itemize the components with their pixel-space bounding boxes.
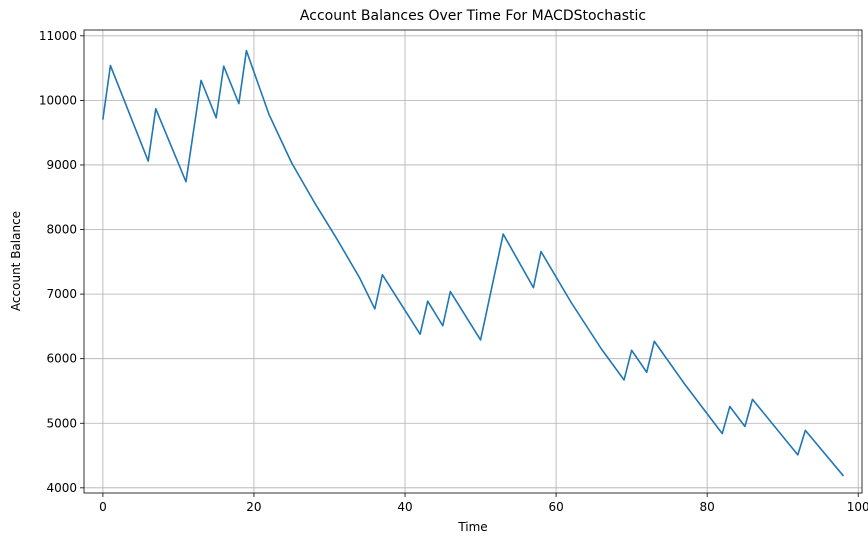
y-tick-label: 10000 [39,93,77,107]
series-line [102,49,844,477]
axis-ticks: 0 20 40 60 80 100 4000 5000 6000 7000 8000 9000 1000… [39,29,868,514]
plot-area-frame [83,29,863,494]
x-tick-label: 40 [397,500,412,514]
x-tick-label: 60 [548,500,563,514]
y-tick-label: 4000 [46,481,77,495]
y-tick-label: 11000 [39,29,77,43]
y-tick-label: 8000 [46,223,77,237]
x-axis-label: Time [457,520,487,534]
series-layer [102,49,844,477]
y-tick-label: 7000 [46,287,77,301]
y-tick-label: 9000 [46,158,77,172]
x-tick-label: 0 [99,500,107,514]
grid-lines [84,30,862,493]
y-tick-label: 6000 [46,352,77,366]
x-tick-label: 100 [847,500,868,514]
y-axis-label: Account Balance [9,211,23,311]
x-tick-label: 20 [246,500,261,514]
y-tick-label: 5000 [46,416,77,430]
x-tick-label: 80 [700,500,715,514]
chart-title: Account Balances Over Time For MACDStoch… [300,8,646,24]
